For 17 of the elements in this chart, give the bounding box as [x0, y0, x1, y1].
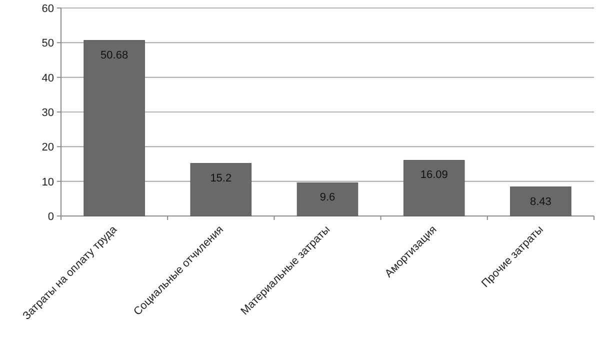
y-tick-label: 10	[42, 176, 54, 188]
y-tick-label: 30	[42, 107, 54, 119]
y-tick-label: 50	[42, 38, 54, 50]
bar	[403, 160, 465, 216]
y-tick-label: 0	[48, 211, 54, 223]
bar	[190, 163, 252, 216]
y-tick-label: 20	[42, 142, 54, 154]
data-label: 50.68	[100, 49, 128, 62]
data-label: 9.6	[320, 192, 336, 204]
data-label: 8.43	[530, 196, 552, 208]
y-tick-label: 40	[42, 72, 54, 84]
data-label: 15.2	[210, 172, 232, 184]
bar	[84, 40, 145, 216]
bar	[510, 186, 572, 216]
data-label: 16.09	[420, 169, 448, 182]
y-tick-label: 60	[42, 3, 54, 15]
bar	[296, 182, 358, 216]
